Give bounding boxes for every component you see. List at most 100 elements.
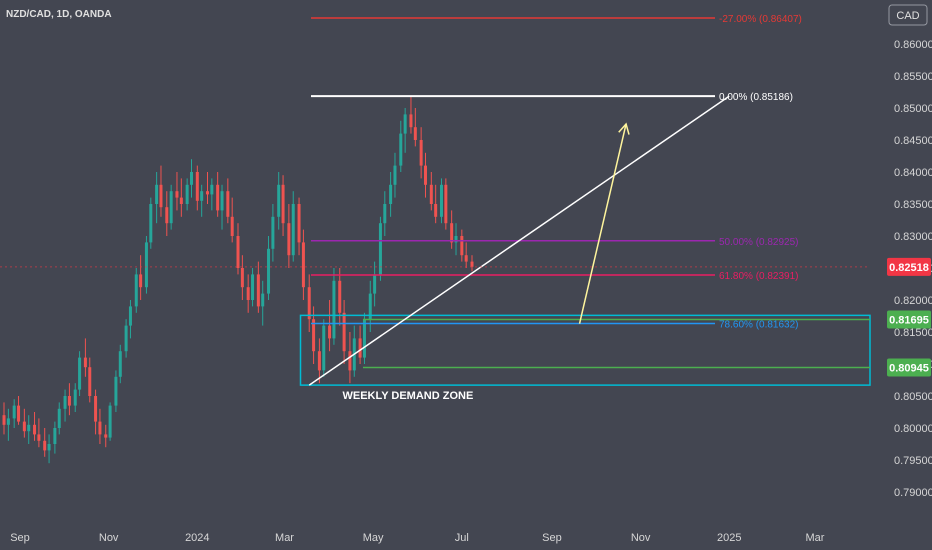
candle xyxy=(413,108,417,147)
y-tick-label: 0.83000 xyxy=(894,231,932,243)
candle xyxy=(297,197,301,256)
support-price-badge-box xyxy=(887,358,931,377)
candle-body xyxy=(175,191,179,198)
candle xyxy=(261,280,265,326)
x-axis[interactable]: Sep Nov 2024 Mar May Jul Sep Nov 2025 Mar xyxy=(10,532,825,544)
candle xyxy=(216,172,220,217)
candle-body xyxy=(362,319,366,358)
candle xyxy=(403,108,407,153)
candle-body xyxy=(419,140,423,166)
candle xyxy=(63,389,67,422)
candle xyxy=(409,95,413,134)
candle xyxy=(149,197,153,249)
candle xyxy=(246,274,250,313)
candle xyxy=(322,319,326,377)
y-tick-label: 0.83500 xyxy=(894,199,932,211)
candle-body xyxy=(94,396,98,422)
x-tick-label: Nov xyxy=(631,532,651,544)
candle-body xyxy=(429,184,433,204)
candle-body xyxy=(338,280,342,313)
candle-body xyxy=(128,306,132,326)
candle-body xyxy=(317,351,321,371)
candle-body xyxy=(409,114,413,128)
candle-body xyxy=(389,184,393,204)
candle-body xyxy=(256,274,260,307)
candle xyxy=(291,191,295,262)
candle xyxy=(22,408,26,438)
candle-body xyxy=(149,204,153,243)
candle xyxy=(200,184,204,217)
trendline xyxy=(308,95,730,386)
x-tick-label: Mar xyxy=(806,532,825,544)
candle-body xyxy=(57,408,61,428)
demand-zone-label: WEEKLY DEMAND ZONE xyxy=(343,390,474,402)
candle xyxy=(342,300,346,364)
candle xyxy=(439,178,443,224)
candle xyxy=(393,152,397,198)
support-price-badge: 0.81695 xyxy=(887,310,931,329)
candle-body xyxy=(134,274,138,307)
candle-body xyxy=(155,184,159,204)
candle-body xyxy=(37,434,41,441)
candle-body xyxy=(454,236,458,243)
candle-body xyxy=(251,274,255,300)
candle-body xyxy=(383,204,387,224)
candle xyxy=(195,165,199,211)
candle xyxy=(155,172,159,224)
candle-body xyxy=(83,357,87,368)
candle-body xyxy=(378,223,382,275)
candle xyxy=(2,402,6,435)
candle-body xyxy=(78,357,82,390)
candle-body xyxy=(104,434,108,438)
candle-body xyxy=(267,248,271,294)
candle xyxy=(53,421,57,454)
candle-body xyxy=(22,421,26,432)
candle-body xyxy=(291,204,295,256)
candle xyxy=(236,223,240,275)
y-tick-label: 0.79500 xyxy=(894,455,932,467)
candle-body xyxy=(230,216,234,236)
candle-body xyxy=(179,197,183,204)
candle-body xyxy=(277,184,281,217)
candle xyxy=(179,178,183,217)
candle xyxy=(94,389,98,435)
candle-body xyxy=(114,376,118,406)
support-price-badge-text: 0.80945 xyxy=(889,363,929,375)
y-tick-label: 0.80000 xyxy=(894,423,932,435)
candle xyxy=(226,178,230,224)
candle-body xyxy=(216,184,220,211)
candle-body xyxy=(312,319,316,352)
candle xyxy=(332,268,336,345)
candle xyxy=(399,120,403,172)
candle xyxy=(205,172,209,204)
candle-body xyxy=(413,127,417,140)
candle-body xyxy=(6,418,10,425)
candle-body xyxy=(17,405,21,422)
candle-body xyxy=(439,184,443,217)
candle xyxy=(12,399,16,428)
currency-badge[interactable]: CAD xyxy=(888,4,928,26)
candle xyxy=(251,268,255,307)
candle-body xyxy=(332,280,336,339)
x-tick-label: 2025 xyxy=(717,532,741,544)
chart-symbol-title: NZD/CAD, 1D, OANDA xyxy=(6,9,112,20)
candle xyxy=(169,184,173,230)
candle-body xyxy=(185,184,189,204)
candle-body xyxy=(98,421,102,435)
candle xyxy=(383,191,387,236)
candle xyxy=(159,165,163,217)
candle xyxy=(17,396,21,425)
candle xyxy=(33,412,37,441)
candle xyxy=(287,204,291,268)
candle xyxy=(6,408,10,441)
candle xyxy=(267,236,271,300)
candle-body xyxy=(124,325,128,352)
candle xyxy=(220,184,224,230)
candle xyxy=(139,255,143,300)
candle-body xyxy=(205,191,209,195)
candle xyxy=(118,344,122,384)
candle-body xyxy=(195,172,199,201)
candle xyxy=(104,424,108,448)
candle-body xyxy=(12,405,16,419)
